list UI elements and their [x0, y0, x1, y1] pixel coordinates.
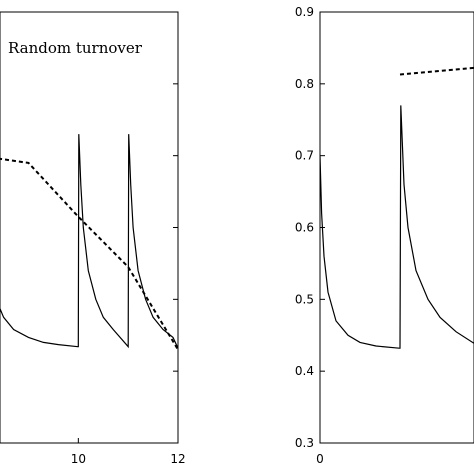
- y-tick-label: 0.5: [295, 292, 314, 306]
- y-tick-label: 0.7: [295, 149, 314, 163]
- plot-frame: [319, 11, 474, 444]
- left-panel: 10 12 Random turnover: [0, 11, 186, 466]
- right-panel: 0.30.40.50.60.70.80.902: [295, 5, 474, 466]
- y-tick-label: 0.4: [295, 364, 314, 378]
- dashed-series-line: [0, 157, 178, 351]
- dashed-series-line: [399, 66, 474, 76]
- x-tick-label: 10: [71, 452, 86, 466]
- y-tick-label: 0.9: [295, 5, 314, 19]
- y-tick-label: 0.6: [295, 221, 314, 235]
- solid-series-line: [320, 105, 474, 349]
- y-tick-label: 0.8: [295, 77, 314, 91]
- y-tick-label: 0.3: [295, 436, 314, 450]
- x-tick-label: 12: [170, 452, 185, 466]
- x-tick-label: 0: [316, 452, 324, 466]
- solid-series-line: [0, 134, 178, 349]
- chart-annotation: Random turnover: [8, 39, 143, 57]
